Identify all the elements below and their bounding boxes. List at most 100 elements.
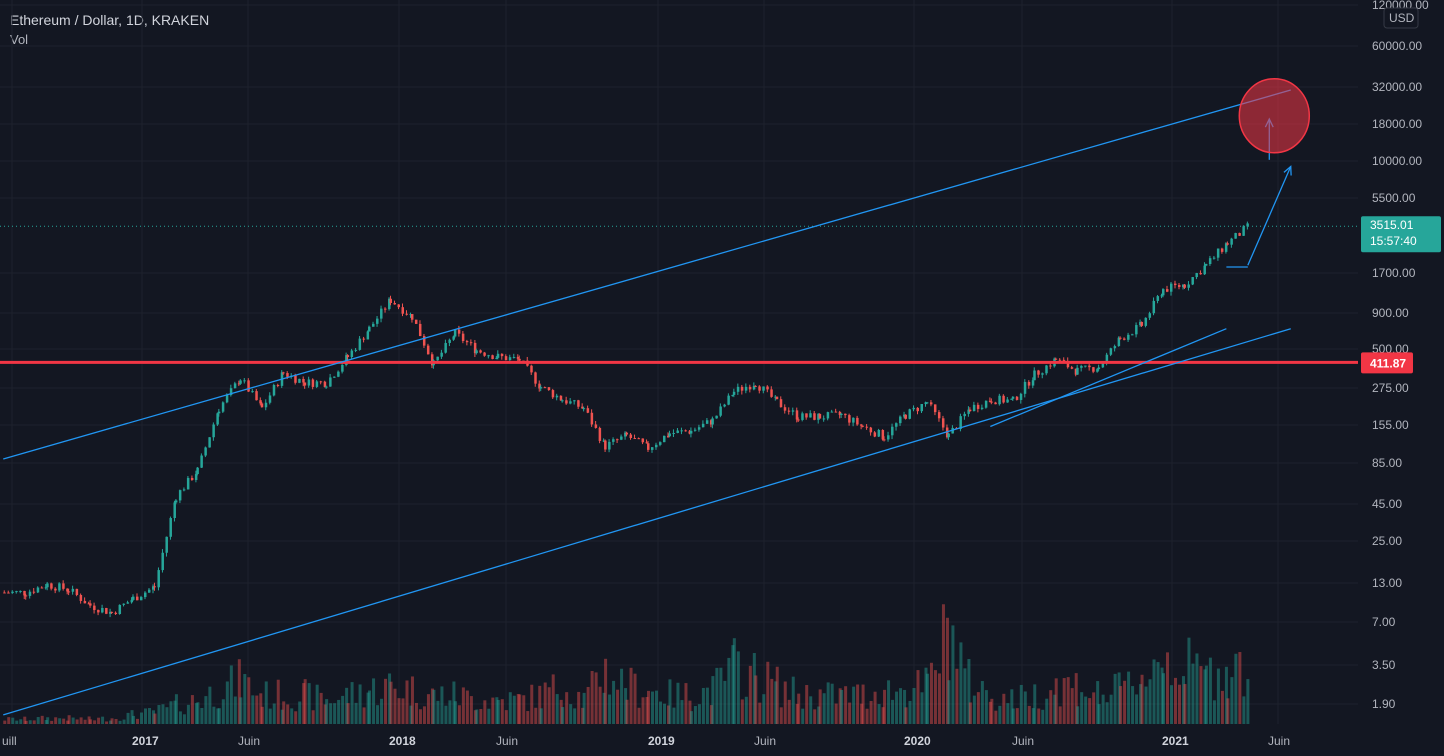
candle-body bbox=[1101, 362, 1105, 368]
candle-body bbox=[787, 410, 791, 412]
volume-bar bbox=[844, 686, 848, 724]
price-tick-label: 1700.00 bbox=[1372, 266, 1416, 280]
volume-bar bbox=[311, 710, 315, 724]
volume-bar bbox=[877, 704, 881, 724]
candle-body bbox=[239, 380, 242, 384]
time-axis-background bbox=[0, 726, 1360, 756]
candle-body bbox=[779, 399, 783, 408]
candle-body bbox=[838, 411, 842, 415]
candle-body bbox=[436, 356, 439, 361]
candle-body bbox=[1139, 321, 1142, 326]
volume-bar bbox=[255, 695, 259, 724]
volume-bar bbox=[1053, 694, 1057, 724]
candle-body bbox=[766, 386, 769, 390]
volume-bar bbox=[984, 690, 988, 724]
candle-body bbox=[860, 424, 863, 426]
candle-body bbox=[130, 599, 134, 603]
candle-body bbox=[709, 420, 713, 425]
volume-bar bbox=[1074, 673, 1078, 724]
volume-bar bbox=[1049, 690, 1053, 724]
candle-body bbox=[688, 431, 691, 434]
candle-body bbox=[1019, 393, 1023, 400]
candle-body bbox=[1156, 296, 1160, 301]
candle-body bbox=[539, 387, 543, 389]
candle-body bbox=[1238, 233, 1241, 236]
candle-body bbox=[350, 350, 354, 358]
price-tick-label: 60000.00 bbox=[1372, 39, 1422, 53]
time-tick-label: Juin bbox=[496, 734, 518, 748]
candle-body bbox=[1166, 289, 1169, 292]
volume-bar bbox=[1080, 692, 1084, 724]
volume-bar bbox=[114, 719, 118, 724]
volume-bars bbox=[3, 604, 1250, 724]
candle-body bbox=[32, 591, 36, 593]
volume-bar bbox=[1109, 694, 1113, 724]
candle-body bbox=[869, 427, 873, 433]
volume-bar bbox=[711, 676, 715, 724]
volume-bar bbox=[422, 706, 426, 724]
volume-bar bbox=[153, 713, 157, 724]
drawings[interactable] bbox=[0, 78, 1358, 716]
candle-body bbox=[680, 430, 683, 432]
volume-bar bbox=[581, 707, 585, 724]
candle-body bbox=[221, 402, 225, 412]
volume-bar bbox=[89, 719, 93, 724]
candle-body bbox=[169, 518, 172, 537]
price-tick-label: 1.90 bbox=[1372, 697, 1396, 711]
volume-bar bbox=[366, 692, 370, 724]
volume-bar bbox=[625, 699, 629, 724]
time-axis[interactable]: uill 2017 Juin 2018 Juin 2019 Juin 2020 Juin 2021… bbox=[0, 726, 1360, 756]
candle-body bbox=[1224, 243, 1228, 252]
candle-body bbox=[1242, 226, 1245, 236]
candle-body bbox=[496, 353, 500, 358]
candle-body bbox=[602, 440, 606, 442]
volume-bar bbox=[598, 686, 602, 724]
volume-bar bbox=[1152, 659, 1156, 724]
candle-body bbox=[1144, 317, 1148, 326]
volume-bar bbox=[770, 678, 774, 724]
volume-bar bbox=[980, 681, 984, 724]
volume-bar bbox=[1045, 698, 1049, 724]
candle-body bbox=[418, 323, 422, 337]
volume-bar bbox=[774, 681, 778, 724]
candle-body bbox=[1066, 360, 1070, 368]
price-tick-label: 155.00 bbox=[1372, 418, 1409, 432]
volume-bar bbox=[945, 617, 949, 724]
price-tick-label: 85.00 bbox=[1372, 456, 1402, 470]
symbol-title[interactable]: Ethereum / Dollar, 1D, KRAKEN bbox=[10, 12, 210, 28]
candle-body bbox=[1045, 365, 1048, 374]
volume-bar bbox=[388, 673, 392, 724]
candle-body bbox=[194, 474, 198, 480]
volume-bar bbox=[243, 674, 247, 724]
candle-body bbox=[516, 357, 520, 359]
candle-body bbox=[40, 587, 44, 589]
candle-body bbox=[791, 410, 795, 412]
volume-bar bbox=[126, 712, 130, 724]
volume-bar bbox=[298, 701, 302, 724]
volume-bar bbox=[818, 689, 822, 724]
volume-bar bbox=[1160, 667, 1164, 724]
price-axis[interactable]: 120000.0060000.0032000.0018000.0010000.0… bbox=[1358, 0, 1444, 756]
volume-bar bbox=[744, 696, 748, 724]
candle-body bbox=[852, 417, 855, 423]
candle-body bbox=[697, 427, 701, 430]
volume-bar bbox=[212, 706, 216, 724]
volume-bar bbox=[826, 682, 830, 724]
volume-bar bbox=[616, 689, 620, 724]
candle-body bbox=[963, 413, 966, 417]
currency-badge bbox=[1383, 7, 1419, 29]
volume-bar bbox=[3, 720, 7, 724]
candle-body bbox=[629, 434, 633, 439]
volume-bar bbox=[280, 709, 284, 724]
volume-bar bbox=[67, 715, 71, 724]
candle-body bbox=[132, 596, 135, 600]
volume-bar bbox=[795, 703, 799, 724]
volume-bar bbox=[577, 691, 581, 724]
volume-bar bbox=[54, 717, 58, 724]
volume-bar bbox=[651, 691, 654, 724]
price-tick-label: 25.00 bbox=[1372, 534, 1402, 548]
volume-indicator-label[interactable]: Vol bbox=[10, 32, 29, 47]
candle-body bbox=[329, 377, 332, 387]
volume-bar bbox=[1199, 666, 1203, 724]
